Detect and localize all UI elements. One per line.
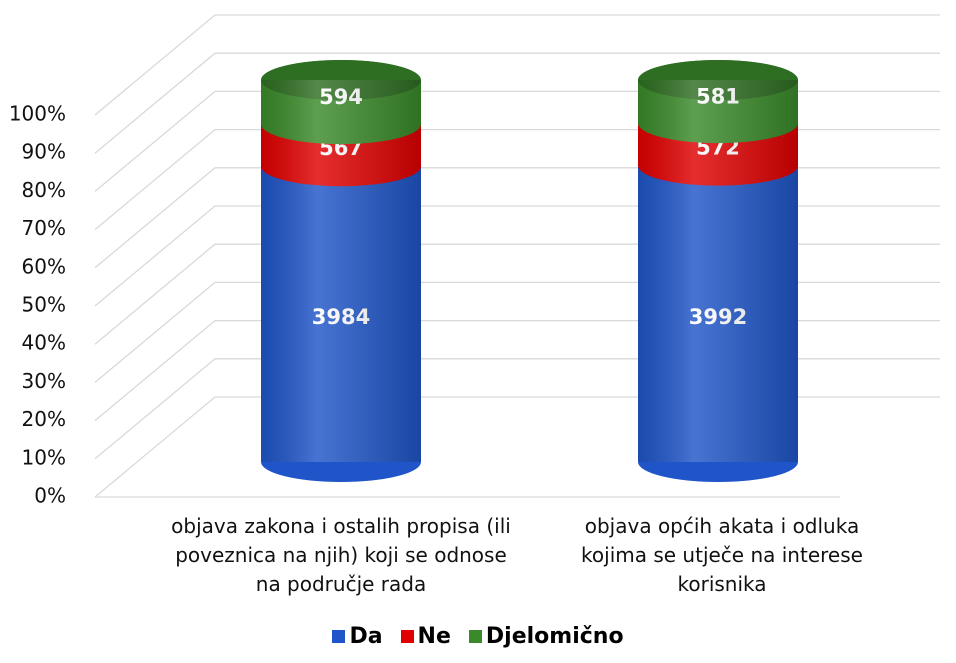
grid-line (94, 128, 940, 231)
y-tick-label: 60% (22, 254, 66, 278)
y-tick-label: 40% (22, 331, 66, 355)
grid-line (94, 396, 940, 498)
legend-swatch (332, 630, 346, 643)
grid-line (94, 281, 940, 383)
y-tick-label: 10% (22, 445, 66, 469)
legend-item: Da (332, 624, 383, 649)
grid-line (94, 205, 940, 307)
grid-line (94, 14, 940, 116)
legend-label: Da (349, 624, 383, 649)
y-tick-label: 50% (22, 293, 66, 317)
legend-swatch (400, 630, 414, 643)
legend-item: Djelomično (468, 624, 624, 649)
legend-swatch (468, 630, 482, 643)
y-tick-label: 0% (34, 484, 66, 508)
y-tick-label: 20% (22, 407, 66, 431)
data-label: 594 (319, 85, 363, 109)
legend-item: Ne (400, 624, 451, 649)
legend-label: Djelomično (485, 624, 624, 649)
data-label: 581 (696, 85, 740, 109)
y-tick-label: 100% (9, 102, 66, 126)
x-tick-label: objava općih akata i odluka kojima se ut… (581, 514, 863, 596)
y-tick-label: 30% (22, 369, 66, 393)
y-tick-label: 90% (22, 140, 66, 164)
x-tick-label: objava zakona i ostalih propisa (ili pov… (171, 514, 511, 596)
grid-line (94, 243, 940, 345)
grid-line (94, 90, 940, 192)
data-label: 3992 (689, 305, 747, 329)
y-tick-label: 80% (22, 178, 66, 202)
legend-label: Ne (417, 624, 451, 649)
grid-line (94, 167, 940, 269)
grid-line (94, 52, 940, 154)
grid-line (94, 319, 940, 422)
data-label: 3984 (312, 305, 370, 329)
y-tick-label: 70% (22, 216, 66, 240)
legend: Da Ne Djelomično (0, 624, 956, 649)
grid-line (94, 358, 940, 460)
